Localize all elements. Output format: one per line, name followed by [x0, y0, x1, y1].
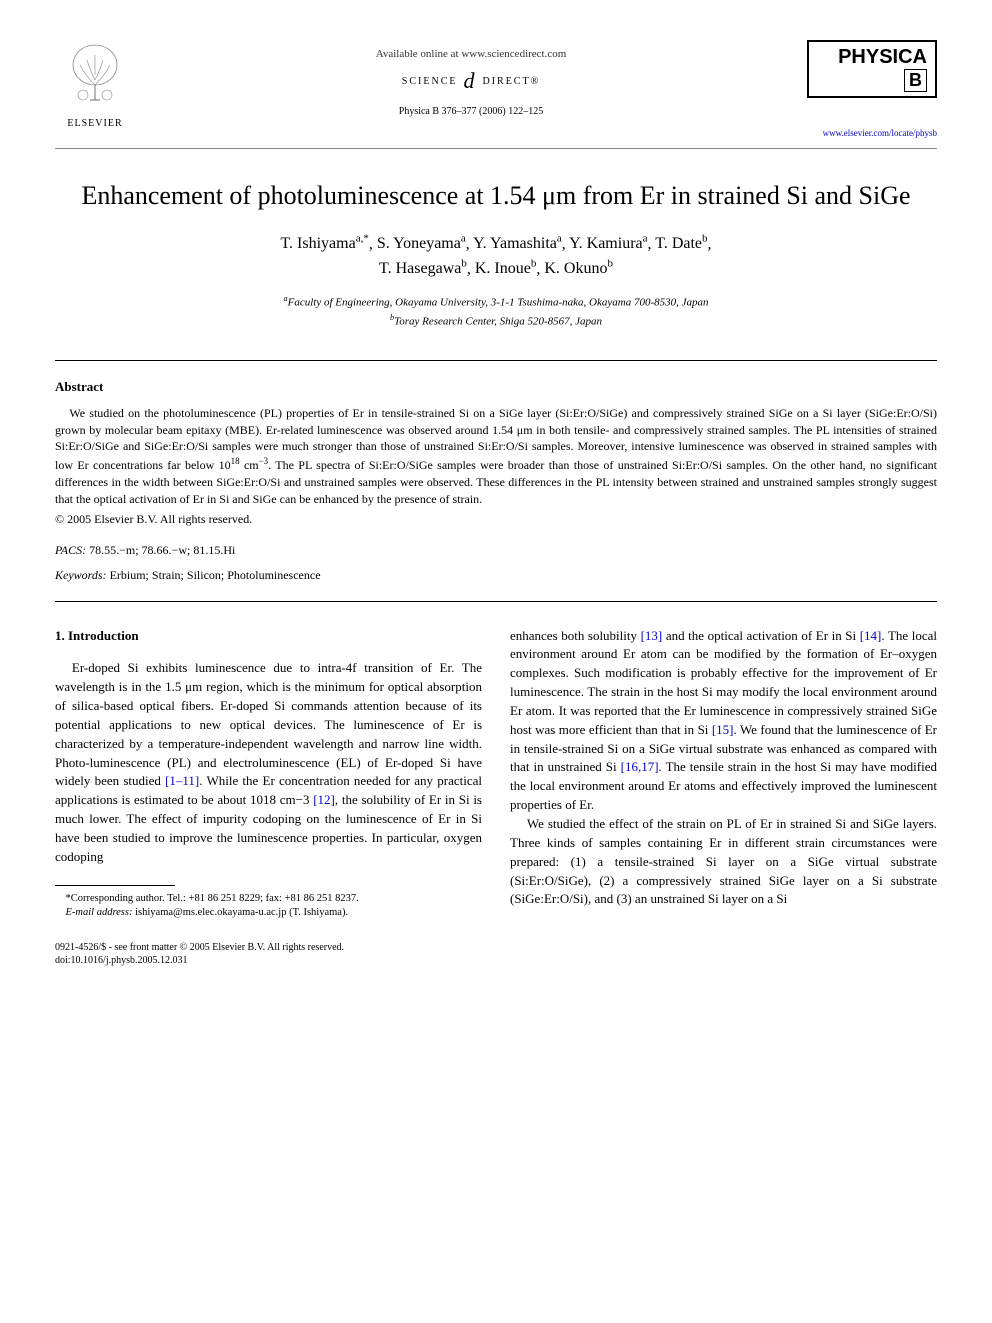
journal-reference: Physica B 376–377 (2006) 122–125 [135, 106, 807, 117]
doi-line: doi:10.1016/j.physb.2005.12.031 [55, 954, 482, 967]
author-list: T. Ishiyamaa,*, S. Yoneyamaa, Y. Yamashi… [55, 231, 937, 282]
column-right: enhances both solubility [13] and the op… [510, 627, 937, 968]
author: Y. Kamiuraa [569, 235, 647, 252]
citation-link[interactable]: [13] [641, 628, 663, 643]
header-rule [55, 148, 937, 149]
science-direct-logo: SCIENCE d DIRECT® [135, 68, 807, 94]
publisher-logo: ELSEVIER [55, 40, 135, 129]
body-columns: 1. Introduction Er-doped Si exhibits lum… [55, 627, 937, 968]
author: Y. Yamashitaa [473, 235, 562, 252]
header-center: Available online at www.sciencedirect.co… [135, 40, 807, 117]
intro-heading: 1. Introduction [55, 627, 482, 646]
copyright-line: © 2005 Elsevier B.V. All rights reserved… [55, 512, 937, 527]
abstract-heading: Abstract [55, 379, 937, 395]
journal-header: ELSEVIER Available online at www.science… [55, 40, 937, 138]
email-address[interactable]: ishiyama@ms.elec.okayama-u.ac.jp (T. Ish… [135, 907, 348, 918]
footnote-separator [55, 885, 175, 886]
corr-email-line: E-mail address: ishiyama@ms.elec.okayama… [55, 906, 482, 921]
abstract-section: Abstract We studied on the photoluminesc… [55, 379, 937, 527]
physica-box: PHYSICAB [807, 40, 937, 98]
column-left: 1. Introduction Er-doped Si exhibits lum… [55, 627, 482, 968]
corresponding-author-footnote: *Corresponding author. Tel.: +81 86 251 … [55, 892, 482, 921]
sd-right: DIRECT® [482, 76, 540, 87]
sd-left: SCIENCE [402, 76, 458, 87]
physica-label: PHYSICA [838, 46, 927, 68]
sd-at-icon: d [463, 68, 476, 94]
keywords-list: Erbium; Strain; Silicon; Photoluminescen… [110, 568, 321, 582]
citation-link[interactable]: [1–11] [165, 773, 199, 788]
intro-paragraph-1: Er-doped Si exhibits luminescence due to… [55, 659, 482, 866]
corr-author-line: *Corresponding author. Tel.: +81 86 251 … [55, 892, 482, 907]
physica-letter: B [904, 69, 927, 92]
keywords-line: Keywords: Erbium; Strain; Silicon; Photo… [55, 568, 937, 583]
affiliation-a: aFaculty of Engineering, Okayama Univers… [55, 293, 937, 311]
pacs-codes: 78.55.−m; 78.66.−w; 81.15.Hi [89, 543, 235, 557]
abstract-bottom-rule [55, 601, 937, 602]
author: K. Okunob [544, 260, 613, 277]
keywords-label: Keywords: [55, 568, 107, 582]
author: T. Dateb [655, 235, 707, 252]
intro-paragraph-2: We studied the effect of the strain on P… [510, 815, 937, 909]
affiliation-b: bToray Research Center, Shiga 520-8567, … [55, 312, 937, 330]
citation-link[interactable]: [15] [712, 722, 734, 737]
author: T. Hasegawab [379, 260, 467, 277]
citation-link[interactable]: [14] [860, 628, 882, 643]
elsevier-tree-icon [65, 40, 125, 110]
article-title: Enhancement of photoluminescence at 1.54… [55, 179, 937, 213]
text-run: . The local environment around Er atom c… [510, 628, 937, 737]
available-online-text: Available online at www.sciencedirect.co… [135, 48, 807, 60]
footer-block: 0921-4526/$ - see front matter © 2005 El… [55, 941, 482, 967]
text-run: Er-doped Si exhibits luminescence due to… [55, 660, 482, 788]
citation-link[interactable]: [16,17] [621, 759, 659, 774]
pacs-line: PACS: 78.55.−m; 78.66.−w; 81.15.Hi [55, 543, 937, 558]
publisher-name: ELSEVIER [55, 118, 135, 129]
intro-paragraph-1-cont: enhances both solubility [13] and the op… [510, 627, 937, 815]
email-label: E-mail address: [66, 907, 133, 918]
author: T. Ishiyamaa,* [280, 235, 368, 252]
author: S. Yoneyamaa [377, 235, 466, 252]
affiliations: aFaculty of Engineering, Okayama Univers… [55, 293, 937, 329]
front-matter-line: 0921-4526/$ - see front matter © 2005 El… [55, 941, 482, 954]
author: K. Inoueb [475, 260, 536, 277]
abstract-body: We studied on the photoluminescence (PL)… [55, 405, 937, 508]
abstract-top-rule [55, 360, 937, 361]
text-run: enhances both solubility [510, 628, 641, 643]
journal-url-link[interactable]: www.elsevier.com/locate/physb [807, 128, 937, 138]
text-run: and the optical activation of Er in Si [662, 628, 859, 643]
citation-link[interactable]: [12] [313, 792, 335, 807]
journal-logo: PHYSICAB www.elsevier.com/locate/physb [807, 40, 937, 138]
pacs-label: PACS: [55, 543, 86, 557]
